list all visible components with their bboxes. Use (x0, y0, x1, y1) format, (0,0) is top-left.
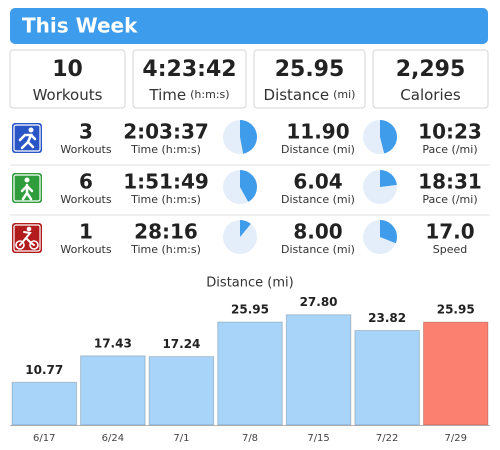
bar-value-label: 17.43 (94, 336, 132, 350)
activity-time-label: Time (h:m:s) (130, 193, 201, 206)
summary-box (372, 49, 489, 109)
icon-run (12, 123, 42, 153)
activity-distance: 8.00 (293, 220, 342, 244)
activity-pace-label: Speed (433, 243, 467, 256)
bar (11, 381, 78, 426)
x-tick-label: 7/22 (376, 433, 398, 444)
bar (285, 314, 352, 426)
summary-box (132, 49, 247, 109)
pie-wedge (380, 219, 398, 244)
bar-value-label: 25.95 (437, 303, 475, 317)
activity-workouts: 3 (79, 120, 93, 144)
x-tick-label: 7/29 (444, 433, 466, 444)
header-bar (10, 8, 488, 44)
activity-workouts-label: Workouts (60, 243, 111, 256)
summary-label: Distance (mi) (264, 86, 356, 104)
icon-bike (12, 223, 42, 253)
activity-pace-label: Pace (/mi) (422, 143, 477, 156)
summary-box (9, 49, 126, 109)
activity-pace: 18:31 (418, 170, 482, 194)
activity-time: 28:16 (134, 220, 198, 244)
chart-title: Distance (mi) (206, 276, 293, 291)
bar (80, 355, 146, 426)
bar (217, 321, 283, 426)
bar (148, 356, 215, 426)
pie-wedge (240, 170, 257, 202)
activity-pace-label: Pace (/mi) (422, 193, 477, 206)
pie-wedge (380, 170, 397, 187)
activity-pace: 10:23 (418, 120, 482, 144)
pie-wedge (240, 120, 257, 154)
activity-time: 2:03:37 (123, 120, 209, 144)
pie-wedge (240, 220, 251, 237)
activity-distance: 6.04 (293, 170, 342, 194)
activity-time: 1:51:49 (123, 170, 209, 194)
summary-value: 4:23:42 (142, 57, 236, 82)
bar-value-label: 10.77 (25, 363, 63, 377)
activity-workouts-label: Workouts (60, 143, 111, 156)
activity-time-label: Time (h:m:s) (130, 243, 201, 256)
bar (354, 330, 420, 426)
activity-workouts-label: Workouts (60, 193, 111, 206)
summary-unit: (mi) (333, 88, 355, 101)
bar-value-label: 23.82 (368, 311, 406, 325)
x-tick-label: 7/15 (307, 433, 329, 444)
summary-label: Calories (400, 86, 461, 104)
summary-value: 2,295 (396, 57, 466, 82)
bar (422, 321, 489, 426)
summary-label-text: Time (148, 86, 186, 104)
x-tick-label: 7/1 (173, 433, 189, 444)
summary-value: 10 (52, 57, 83, 82)
bar-value-label: 25.95 (231, 303, 269, 317)
bar-value-label: 17.24 (162, 337, 200, 351)
bar-value-label: 27.80 (300, 295, 338, 309)
summary-value: 25.95 (275, 57, 345, 82)
x-tick-label: 6/17 (33, 433, 55, 444)
summary-label: Workouts (33, 86, 103, 104)
icon-walk (12, 173, 42, 203)
activity-distance-label: Distance (mi) (281, 243, 355, 256)
activity-workouts: 6 (79, 170, 93, 194)
summary-label: Time (h:m:s) (148, 86, 229, 104)
summary-label-text: Distance (264, 86, 330, 104)
activity-distance-label: Distance (mi) (281, 193, 355, 206)
summary-label-text: Calories (400, 86, 461, 104)
x-tick-label: 6/24 (102, 433, 124, 444)
header-title: This Week (22, 14, 138, 38)
activity-workouts: 1 (79, 220, 93, 244)
pie-wedge (380, 120, 398, 154)
summary-label-text: Workouts (33, 86, 103, 104)
activity-time-label: Time (h:m:s) (130, 143, 201, 156)
activity-distance: 11.90 (286, 120, 349, 144)
x-tick-label: 7/8 (242, 433, 258, 444)
activity-pace: 17.0 (425, 220, 474, 244)
activity-distance-label: Distance (mi) (281, 143, 355, 156)
summary-box (253, 49, 366, 109)
summary-unit: (h:m:s) (190, 88, 229, 101)
